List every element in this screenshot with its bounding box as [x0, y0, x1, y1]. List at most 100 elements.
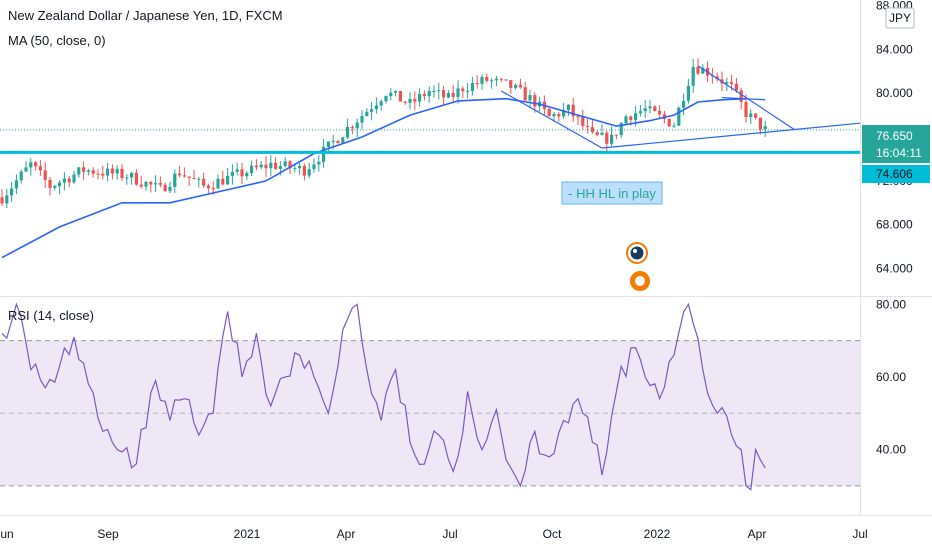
candle-body — [610, 134, 614, 144]
candle-body — [149, 181, 153, 185]
rsi-line — [1, 302, 766, 491]
event-badge-news[interactable] — [626, 242, 648, 264]
candle-body — [686, 85, 690, 101]
candle-body — [691, 66, 695, 86]
candle-body — [562, 109, 566, 117]
last-price-tag — [862, 125, 930, 163]
candle-body — [293, 168, 297, 170]
candle-body — [336, 141, 340, 144]
candle-body — [62, 178, 66, 183]
candle-body — [557, 114, 561, 117]
time-tick-label: Jun — [0, 527, 14, 541]
candle-body — [10, 188, 14, 196]
time-tick-label: Jul — [852, 527, 867, 541]
candle-body — [0, 197, 4, 204]
candle-body — [197, 178, 201, 180]
candle-body — [667, 118, 671, 127]
price-tick-label: 64.000 — [876, 262, 913, 276]
candle-body — [86, 170, 90, 172]
candle-body — [38, 166, 42, 171]
ma-line — [1, 97, 747, 259]
trend-line — [697, 65, 795, 130]
candle-body — [658, 110, 662, 115]
candle-body — [571, 104, 575, 117]
candle-body — [576, 116, 580, 118]
event-badge-earnings[interactable] — [630, 271, 650, 291]
candle-body — [178, 173, 182, 176]
trend-line — [721, 96, 766, 101]
candle-body — [230, 171, 234, 176]
candle-body — [307, 169, 311, 176]
candle-body — [134, 172, 138, 185]
candle-body — [485, 77, 489, 81]
candle-body — [278, 166, 282, 169]
candle-body — [701, 67, 705, 74]
candle-body — [475, 83, 479, 85]
candle-body — [533, 95, 537, 107]
candle-body — [235, 169, 239, 172]
candle-body — [96, 173, 100, 175]
candle-body — [370, 109, 374, 112]
candle-body — [288, 161, 292, 169]
candle-body — [182, 175, 186, 177]
annotation-box[interactable] — [561, 181, 663, 205]
candle-body — [518, 84, 522, 88]
candle-body — [461, 88, 465, 92]
candle-body — [523, 87, 527, 101]
rsi-tick-label: 40.00 — [876, 443, 906, 457]
candle-body — [624, 116, 628, 124]
candle-body — [422, 93, 426, 97]
level-price-text: 74.606 — [876, 167, 913, 181]
time-tick-label: 2021 — [234, 527, 261, 541]
candle-body — [264, 164, 268, 169]
candle-body — [72, 174, 76, 183]
candle-body — [725, 81, 729, 84]
candle-body — [629, 116, 633, 121]
price-tick-label: 68.000 — [876, 218, 913, 232]
news-flag-star-icon — [633, 249, 637, 253]
candle-body — [581, 116, 585, 127]
candle-body — [566, 104, 570, 110]
candle-body — [653, 106, 657, 111]
candle-body — [302, 166, 306, 176]
candle-body — [586, 126, 590, 128]
candle-body — [374, 105, 378, 110]
candle-body — [432, 90, 436, 92]
candle-body — [682, 100, 686, 108]
candle-body — [110, 168, 114, 174]
candle-body — [322, 146, 326, 162]
candle-body — [360, 116, 364, 123]
candle-body — [619, 123, 623, 136]
candle-body — [365, 111, 369, 117]
trend-line — [601, 122, 860, 149]
candle-body — [499, 78, 503, 80]
candle-body — [53, 186, 57, 188]
candle-body — [331, 141, 335, 143]
time-tick-label: 2022 — [644, 527, 671, 541]
candle-body — [672, 125, 676, 127]
rsi-tick-label: 80.00 — [876, 297, 906, 311]
candle-body — [202, 178, 206, 186]
currency-box[interactable] — [885, 7, 915, 29]
candle-body — [130, 172, 134, 178]
candle-body — [490, 80, 494, 82]
candle-body — [77, 167, 81, 175]
candle-body — [384, 96, 388, 102]
candle-body — [29, 162, 33, 168]
candle-body — [341, 137, 345, 144]
candle-body — [24, 167, 28, 172]
candle-body — [240, 169, 244, 177]
candle-body — [638, 111, 642, 114]
level-price-tag — [862, 165, 930, 183]
candle-body — [754, 113, 758, 118]
candle-body — [350, 126, 354, 129]
candle-body — [245, 172, 249, 177]
candle-body — [82, 167, 86, 172]
candle-body — [456, 88, 460, 97]
rsi-legend: RSI (14, close) — [8, 308, 94, 323]
candle-body — [730, 81, 734, 84]
candle-body — [312, 164, 316, 170]
candle-body — [600, 132, 604, 135]
candle-body — [643, 108, 647, 112]
